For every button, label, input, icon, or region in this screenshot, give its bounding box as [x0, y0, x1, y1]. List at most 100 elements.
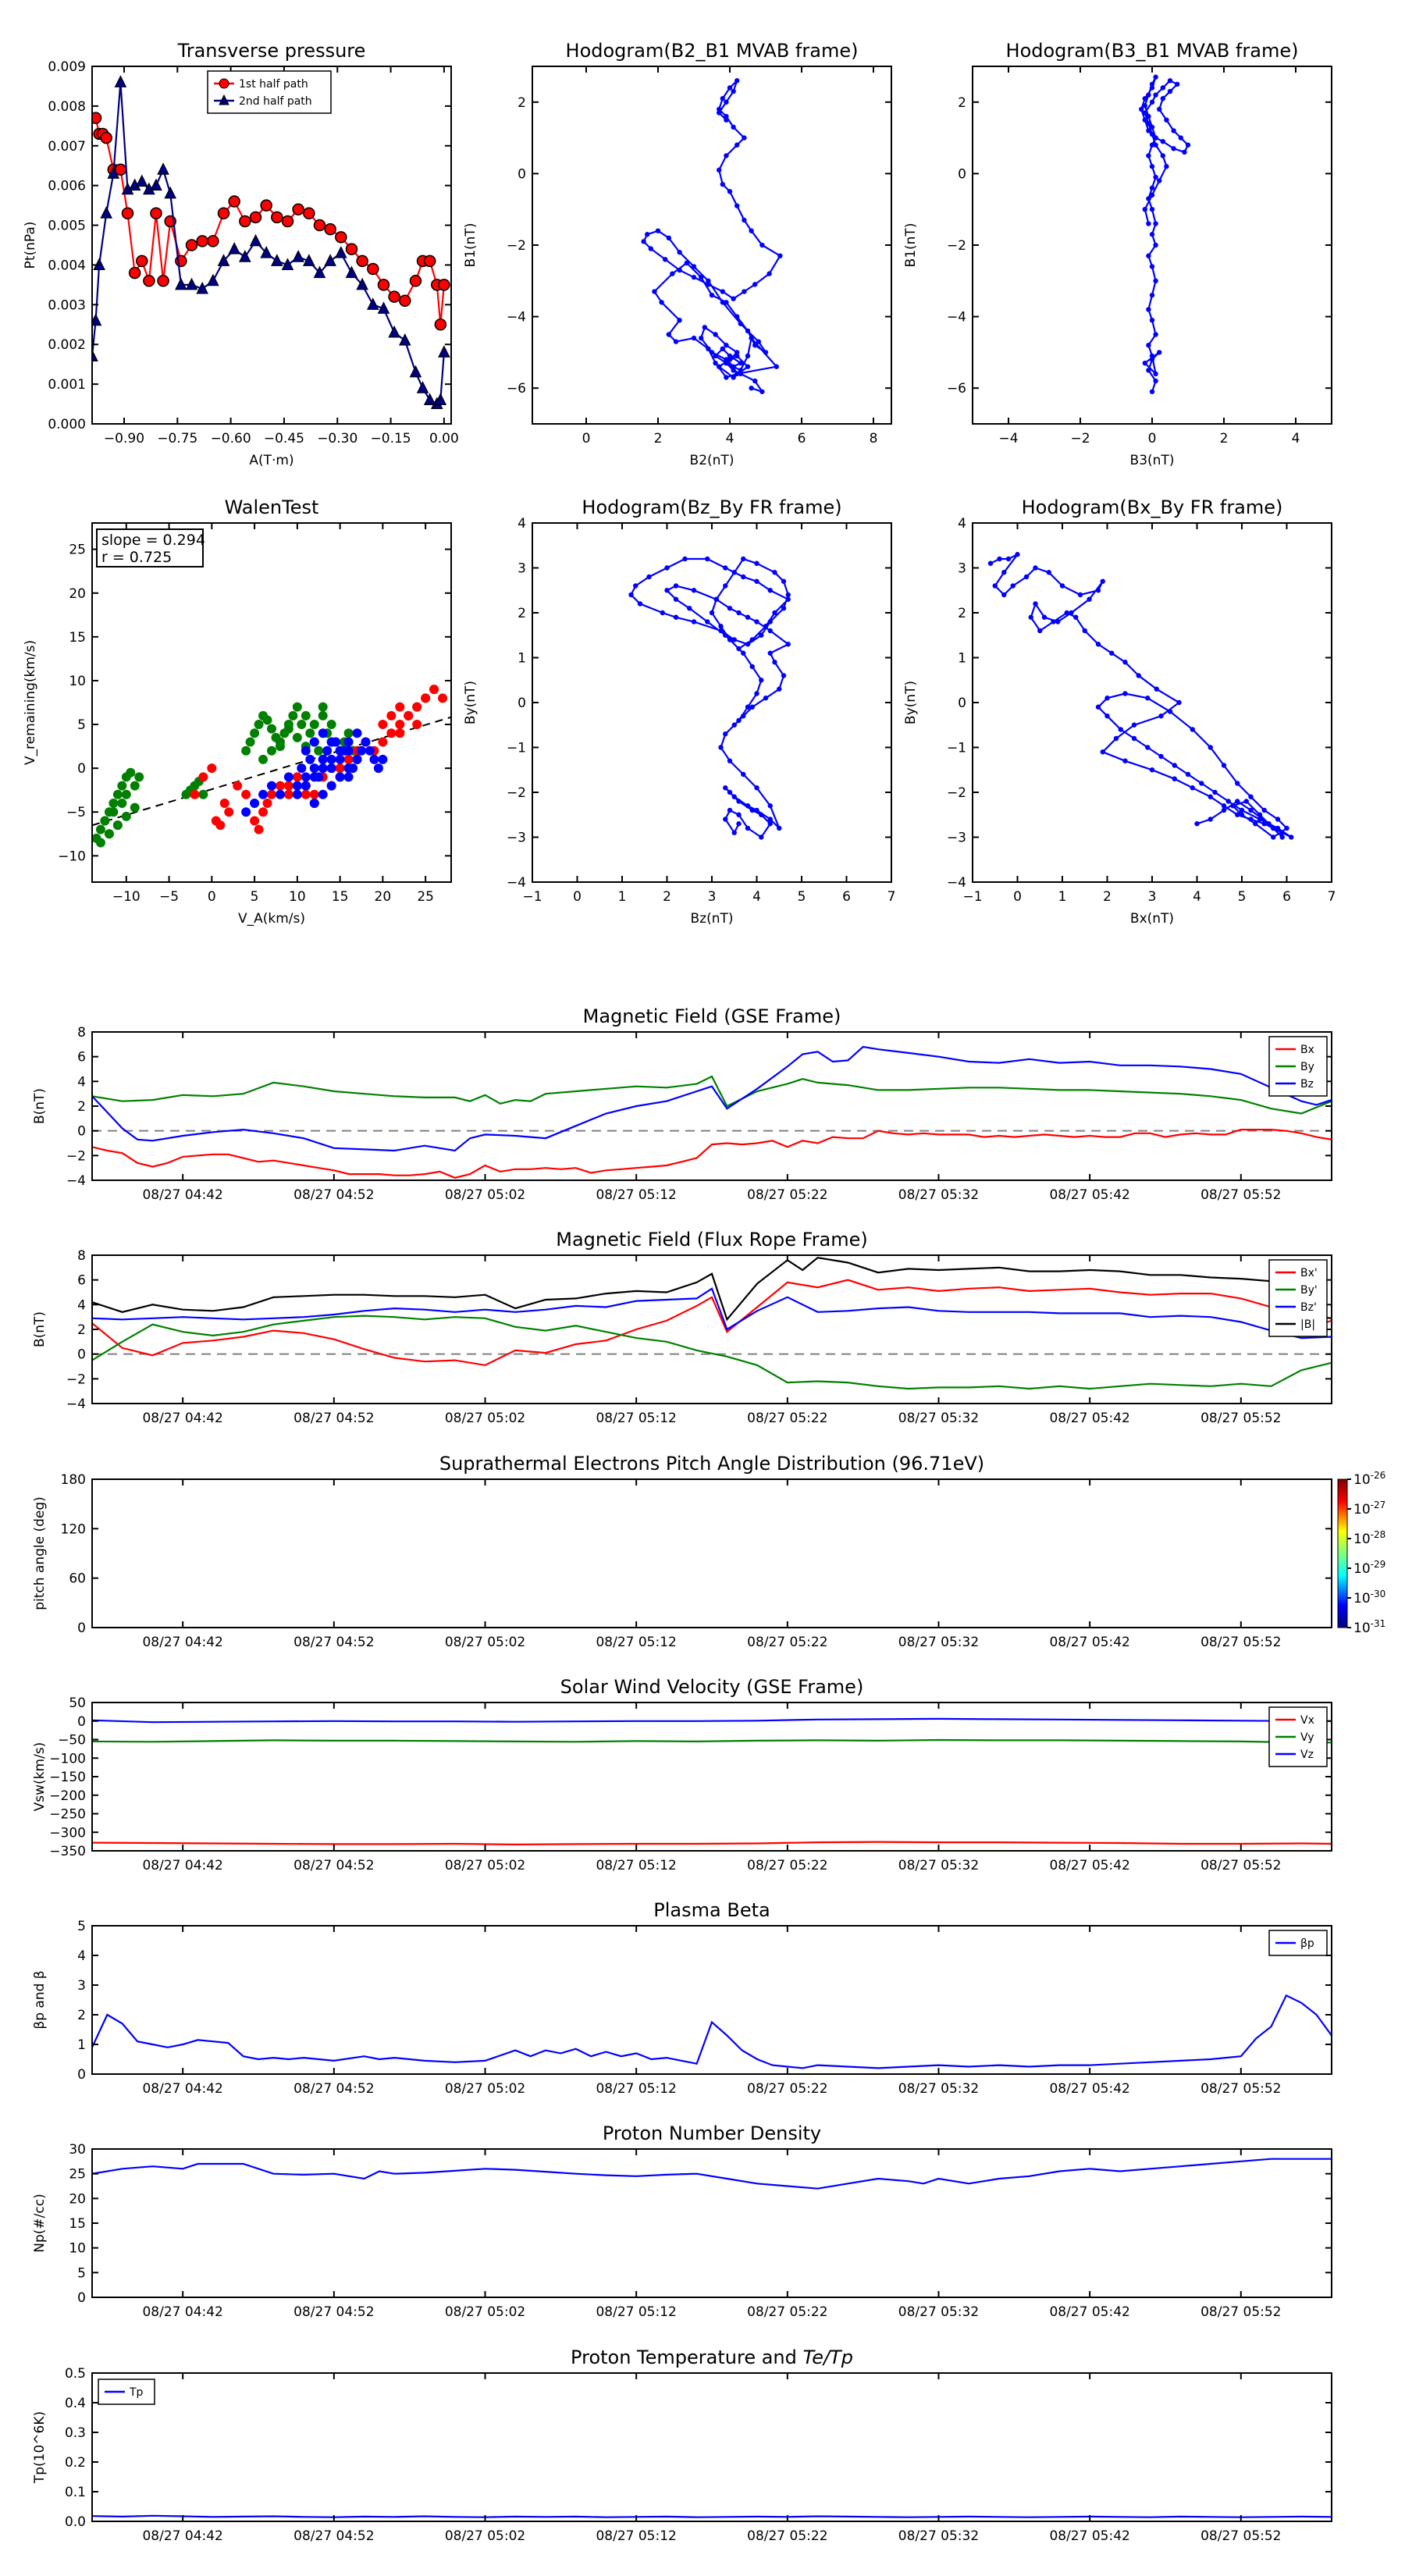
colorbar: [1337, 1478, 1348, 1628]
data-point: [699, 335, 704, 341]
data-point: [292, 702, 302, 712]
axes-frame: [91, 2372, 1332, 2522]
data-point: [699, 275, 704, 280]
data-point: [723, 583, 728, 589]
x-tick-label: 08/27 05:42: [1049, 1187, 1129, 1203]
data-point: [724, 153, 729, 158]
y-tick-label: 0.5: [65, 2366, 86, 2382]
data-point: [326, 720, 336, 730]
data-point: [1157, 178, 1162, 183]
data-point: [1253, 821, 1258, 827]
data-point: [288, 710, 298, 720]
data-point: [731, 296, 736, 301]
x-tick-label: 10: [289, 889, 306, 905]
y-tick-label: 0.006: [48, 179, 86, 194]
data-point: [305, 754, 315, 764]
data-point: [731, 364, 736, 369]
series-line: [92, 1279, 1332, 1367]
data-point: [1149, 185, 1155, 190]
data-point: [1266, 821, 1272, 827]
data-point: [987, 560, 994, 566]
data-point: [281, 258, 294, 270]
title-math: Te/Tp: [803, 2347, 853, 2368]
y-tick-label: −2: [507, 238, 526, 254]
series-hodo1-0: [641, 78, 783, 394]
series-line: [92, 1738, 1332, 1744]
data-point: [645, 232, 650, 237]
data-point: [386, 710, 397, 720]
x-tick-label: 08/27 04:52: [293, 2304, 374, 2320]
x-tick-label: 8: [870, 431, 878, 447]
data-point: [1131, 722, 1137, 728]
data-point: [724, 375, 729, 380]
data-point: [1142, 110, 1148, 116]
data-point: [767, 628, 773, 634]
series-line: [1140, 76, 1190, 393]
data-point: [275, 789, 285, 799]
y-tick-label: 2: [77, 1322, 86, 1338]
data-point: [1146, 92, 1151, 98]
data-point: [1239, 807, 1245, 813]
y-tick-label: 10: [69, 2241, 86, 2257]
data-point: [1153, 278, 1158, 283]
x-tick-label: 08/27 04:52: [293, 1635, 374, 1650]
data-point: [767, 619, 773, 624]
data-point: [735, 203, 740, 208]
series-line: [92, 1315, 1332, 1390]
series-bfr-3: [92, 1257, 1332, 1322]
data-point: [759, 812, 764, 817]
data-point: [767, 650, 773, 656]
data-point: [309, 763, 319, 774]
data-point: [1149, 232, 1155, 237]
data-point: [745, 353, 751, 359]
data-point: [1028, 614, 1033, 620]
data-point: [741, 574, 746, 580]
y-tick-label: 0.004: [48, 258, 86, 273]
y-tick-label: −4: [66, 1397, 86, 1412]
y-tick-label: 0.0: [65, 2514, 86, 2530]
data-point: [1095, 704, 1101, 710]
x-tick-label: 08/27 05:02: [445, 1411, 525, 1426]
data-point: [283, 772, 293, 782]
data-point: [1235, 799, 1240, 804]
data-point: [767, 803, 773, 809]
y-tick-label: 15: [69, 630, 86, 646]
data-point: [164, 186, 177, 199]
y-tick-label: 3: [518, 561, 526, 577]
data-point: [309, 737, 319, 747]
data-point: [1158, 753, 1164, 760]
legend-label: Vz: [1300, 1749, 1314, 1761]
x-tick-label: 08/27 05:22: [747, 2081, 827, 2097]
data-point: [687, 606, 692, 611]
data-point: [254, 824, 264, 834]
x-tick-label: −0.75: [157, 431, 197, 447]
data-point: [1225, 799, 1231, 804]
y-axis-label: B(nT): [32, 1311, 48, 1347]
data-point: [677, 317, 682, 323]
data-point: [335, 754, 345, 764]
data-point: [1160, 85, 1166, 91]
data-point: [749, 704, 755, 710]
data-point: [759, 678, 764, 683]
data-point: [724, 300, 729, 305]
data-point: [1235, 812, 1240, 817]
data-point: [1221, 803, 1227, 809]
data-point: [207, 273, 219, 286]
y-tick-label: 4: [518, 516, 526, 532]
data-point: [992, 583, 998, 589]
y-tick-label: 8: [77, 1248, 86, 1264]
data-point: [343, 745, 354, 756]
data-point: [1235, 781, 1240, 786]
data-point: [1149, 292, 1155, 298]
data-point: [1100, 578, 1105, 584]
y-tick-label: −3: [947, 831, 966, 846]
colorbar-base: 10: [1353, 1561, 1371, 1577]
series-vsw-2: [92, 1717, 1332, 1724]
data-point: [749, 637, 755, 642]
x-tick-label: 08/27 05:12: [596, 1187, 676, 1203]
data-point: [292, 250, 304, 262]
y-tick-label: −1: [507, 741, 526, 756]
x-tick-label: 0: [582, 431, 591, 447]
axes-frame: [91, 1925, 1332, 2075]
